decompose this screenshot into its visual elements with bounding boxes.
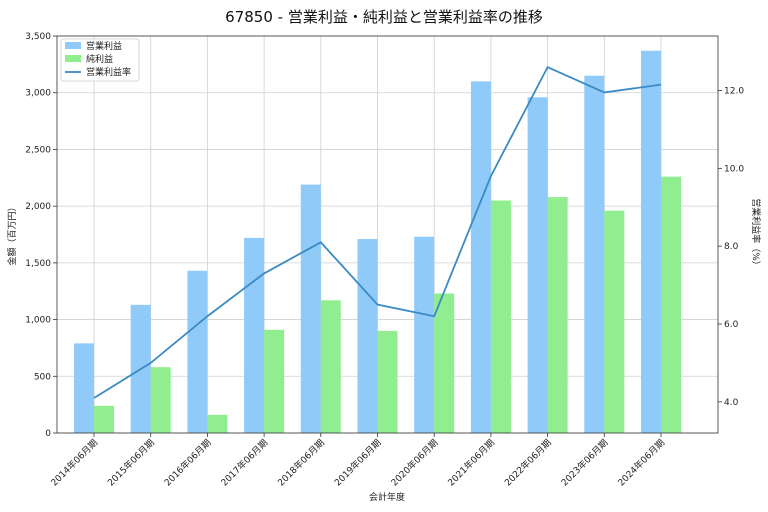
plot-frame xyxy=(56,35,719,434)
legend-swatch-1 xyxy=(65,55,81,62)
x-tick-label-4: 2018年06月期 xyxy=(275,437,327,489)
y-tick-label-7: 3,500 xyxy=(25,32,51,42)
bar-operating-profit-0 xyxy=(74,343,94,433)
bar-net-profit-6 xyxy=(434,293,455,433)
chart-title: 67850 - 営業利益・純利益と営業利益率の推移 xyxy=(225,8,543,26)
bar-operating-profit-3 xyxy=(244,237,265,433)
y-tick-label-4: 2,000 xyxy=(25,202,51,212)
bar-operating-profit-4 xyxy=(300,184,321,433)
legend-box xyxy=(60,38,140,82)
bar-net-profit-1 xyxy=(150,367,171,433)
x-axis-label: 会計年度 xyxy=(369,491,405,503)
x-tick-label-1: 2015年06月期 xyxy=(105,437,157,489)
x-tick-label-2: 2016年06月期 xyxy=(162,437,214,489)
x-tick-label-10: 2024年06月期 xyxy=(615,437,667,489)
y-tick-label-6: 3,000 xyxy=(25,89,51,99)
x-tick-label-6: 2020年06月期 xyxy=(388,437,440,489)
y2-axis-ticks: 4.0 6.0 8.0 10.0 12.0 xyxy=(718,86,744,408)
bar-net-profit-8 xyxy=(547,197,568,433)
y2-tick-label-3: 10.0 xyxy=(724,164,744,174)
y2-tick-label-1: 6.0 xyxy=(724,320,739,330)
legend-swatch-0 xyxy=(65,42,81,49)
legend-label-1: 純利益 xyxy=(86,53,113,65)
y2-axis-label: 営業利益率（%） xyxy=(750,198,762,270)
y2-tick-label-4: 12.0 xyxy=(724,86,744,96)
bar-net-profit-5 xyxy=(377,330,398,433)
x-tick-label-5: 2019年06月期 xyxy=(332,437,384,489)
y-tick-label-1: 500 xyxy=(34,372,51,382)
bar-net-profit-2 xyxy=(207,414,228,433)
legend-label-2: 営業利益率 xyxy=(86,66,131,78)
x-tick-label-0: 2014年06月期 xyxy=(48,437,100,489)
x-tick-label-9: 2023年06月期 xyxy=(559,437,611,489)
y2-tick-label-0: 4.0 xyxy=(724,398,739,408)
bar-operating-profit-6 xyxy=(414,236,435,433)
bar-net-profit-3 xyxy=(264,329,285,433)
y2-tick-label-2: 8.0 xyxy=(724,242,739,252)
y-tick-label-0: 0 xyxy=(45,429,51,439)
bar-net-profit-0 xyxy=(94,405,114,433)
bar-operating-profit-8 xyxy=(527,97,548,433)
bar-operating-profit-9 xyxy=(584,75,605,433)
y-axis-label: 金額（百万円） xyxy=(6,202,18,265)
bar-net-profit-9 xyxy=(604,210,625,433)
bars xyxy=(74,50,681,433)
x-axis-ticks: 2014年06月期 2015年06月期 2016年06月期 2017年06月期 2018… xyxy=(48,433,667,489)
bar-net-profit-10 xyxy=(661,176,681,433)
bar-operating-profit-10 xyxy=(641,50,661,433)
y-axis-ticks: 0 500 1,000 1,500 2,000 2,500 3,000 3,500 xyxy=(25,32,57,439)
bar-operating-profit-2 xyxy=(187,270,208,433)
bar-net-profit-7 xyxy=(490,200,511,433)
bar-operating-profit-5 xyxy=(357,239,378,433)
y-tick-label-2: 1,000 xyxy=(25,316,51,326)
y-tick-label-5: 2,500 xyxy=(25,145,51,155)
x-tick-label-7: 2021年06月期 xyxy=(445,437,497,489)
legend-label-0: 営業利益 xyxy=(86,40,122,52)
margin-line xyxy=(93,65,662,399)
x-tick-label-3: 2017年06月期 xyxy=(218,437,270,489)
x-tick-label-8: 2022年06月期 xyxy=(502,437,554,489)
y-tick-label-3: 1,500 xyxy=(25,259,51,269)
bar-net-profit-4 xyxy=(320,300,341,433)
bar-operating-profit-7 xyxy=(470,81,491,433)
